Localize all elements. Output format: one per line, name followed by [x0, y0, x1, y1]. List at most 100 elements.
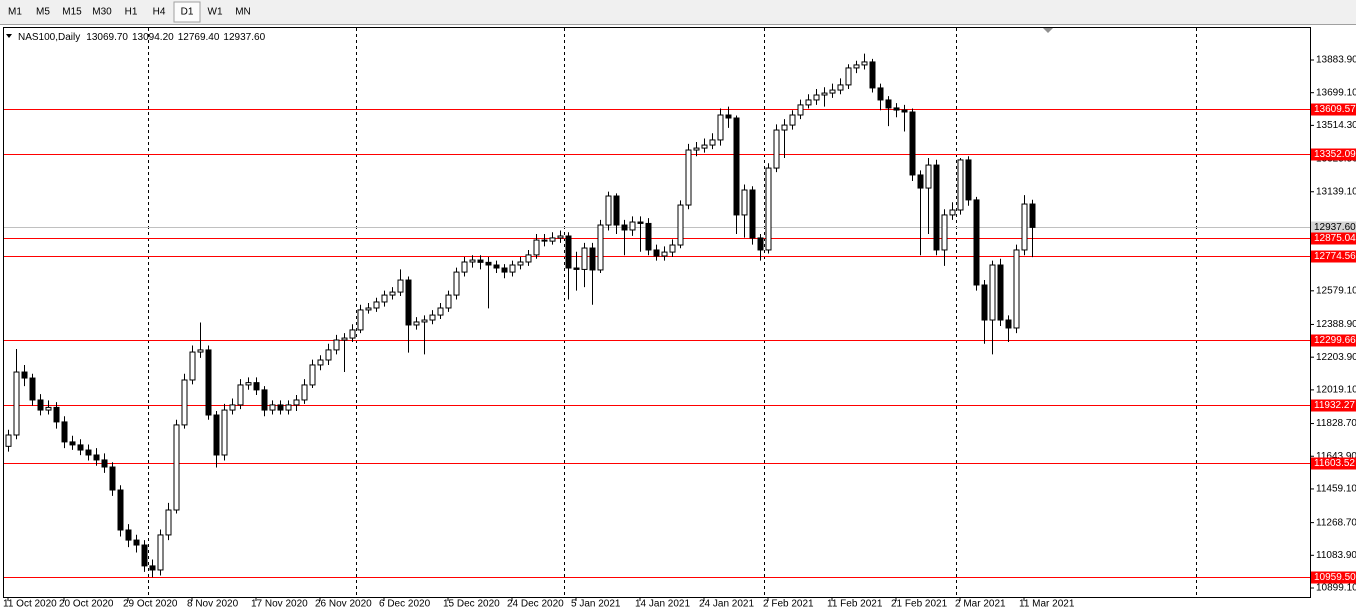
candle-body: [821, 92, 828, 96]
timeframe-button[interactable]: [118, 2, 144, 22]
candle-body: [741, 189, 748, 216]
candle-body: [213, 414, 220, 456]
candle-body: [141, 544, 148, 567]
candle-body: [549, 237, 556, 242]
timeframe-button[interactable]: [88, 2, 116, 22]
candle-body: [917, 174, 924, 189]
candle-body: [157, 534, 164, 571]
candle-body: [485, 261, 492, 266]
candle-body: [29, 377, 36, 401]
candle-body: [237, 384, 244, 406]
timeframe-button[interactable]: [202, 2, 228, 22]
x-tick-label: 11 Feb 2021: [827, 599, 883, 610]
candle-body: [277, 404, 284, 411]
candle-body: [253, 382, 260, 391]
level-label: 13609.57: [1314, 104, 1356, 115]
timeframe-button[interactable]: [58, 2, 86, 22]
candle-body: [333, 339, 340, 351]
candle-body: [725, 114, 732, 119]
x-tick-label: 26 Nov 2020: [315, 599, 372, 610]
level-box: [1311, 148, 1356, 161]
timeframe-button[interactable]: [146, 2, 172, 22]
x-tick-label: 24 Jan 2021: [699, 599, 754, 610]
candle-body: [109, 466, 116, 491]
candle-body: [877, 87, 884, 101]
candle-body: [941, 214, 948, 251]
candle-body: [197, 349, 204, 353]
timeframe-button[interactable]: [173, 1, 201, 23]
level-box: [1311, 103, 1356, 116]
candle-body: [341, 337, 348, 341]
level-label: 12299.66: [1314, 335, 1356, 346]
candle-body: [901, 109, 908, 113]
level-label: 11603.52: [1314, 458, 1355, 469]
timeframe-label[interactable]: M5: [36, 7, 50, 18]
y-tick-label: 13883.90: [1316, 55, 1356, 66]
y-tick-label: 12203.90: [1316, 352, 1356, 363]
candle-body: [989, 264, 996, 321]
candle-body: [805, 99, 812, 106]
candle-body: [1005, 319, 1012, 329]
timeframe-button[interactable]: [230, 2, 256, 22]
candle-body: [349, 329, 356, 339]
timeframe-label[interactable]: M15: [62, 7, 82, 18]
candle-body: [781, 124, 788, 131]
candle-body: [309, 364, 316, 386]
timeframe-label[interactable]: H1: [125, 7, 138, 18]
x-tick-label: 21 Feb 2021: [891, 599, 948, 610]
candle-body: [429, 314, 436, 321]
candle-body: [421, 319, 428, 323]
candle-body: [461, 261, 468, 273]
candle-body: [957, 159, 964, 211]
candle-body: [973, 199, 980, 286]
y-tick-label: 12019.10: [1316, 385, 1356, 396]
candle-body: [189, 351, 196, 381]
candle-body: [733, 117, 740, 216]
timeframe-label[interactable]: H4: [153, 7, 166, 18]
candle-body: [669, 244, 676, 253]
candle-body: [365, 307, 372, 311]
timeframe-label[interactable]: M30: [92, 7, 112, 18]
candle-body: [245, 382, 252, 386]
level-box: [1311, 232, 1356, 245]
candle-body: [77, 444, 84, 451]
x-tick-label: 29 Oct 2020: [123, 599, 178, 610]
candle-body: [925, 164, 932, 189]
candle-body: [773, 129, 780, 169]
candle-body: [413, 321, 420, 326]
candle-body: [709, 139, 716, 146]
timeframe-label[interactable]: MN: [235, 7, 251, 18]
candle-body: [557, 235, 564, 239]
candle-body: [53, 406, 60, 423]
level-box: [1311, 250, 1356, 263]
timeframe-button[interactable]: [30, 2, 56, 22]
candle-body: [181, 379, 188, 426]
candle-body: [101, 459, 108, 468]
timeframe-button[interactable]: [2, 2, 28, 22]
level-label: 11932.27: [1314, 400, 1355, 411]
period-separators: [148, 28, 1197, 597]
candle-body: [357, 309, 364, 331]
candle-body: [541, 239, 548, 242]
candle-body: [869, 61, 876, 89]
candle-body: [1013, 249, 1020, 329]
candle-body: [397, 279, 404, 293]
candle-body: [13, 371, 20, 436]
candle-body: [149, 565, 156, 571]
y-tick-label: 11083.90: [1316, 550, 1356, 561]
plot-frame: [3, 27, 1311, 598]
candle-body: [597, 224, 604, 271]
candle-body: [125, 529, 132, 541]
header-high: 13094.20: [132, 32, 174, 43]
timeframe-label[interactable]: M1: [8, 7, 22, 18]
candle-body: [565, 235, 572, 269]
timeframe-label[interactable]: D1: [181, 7, 194, 18]
candle-body: [605, 195, 612, 226]
x-tick-label: 17 Nov 2020: [251, 599, 308, 610]
candle-body: [861, 61, 868, 66]
timeframe-label[interactable]: W1: [208, 7, 223, 18]
candle-body: [653, 249, 660, 257]
level-label: 12875.04: [1314, 233, 1356, 244]
